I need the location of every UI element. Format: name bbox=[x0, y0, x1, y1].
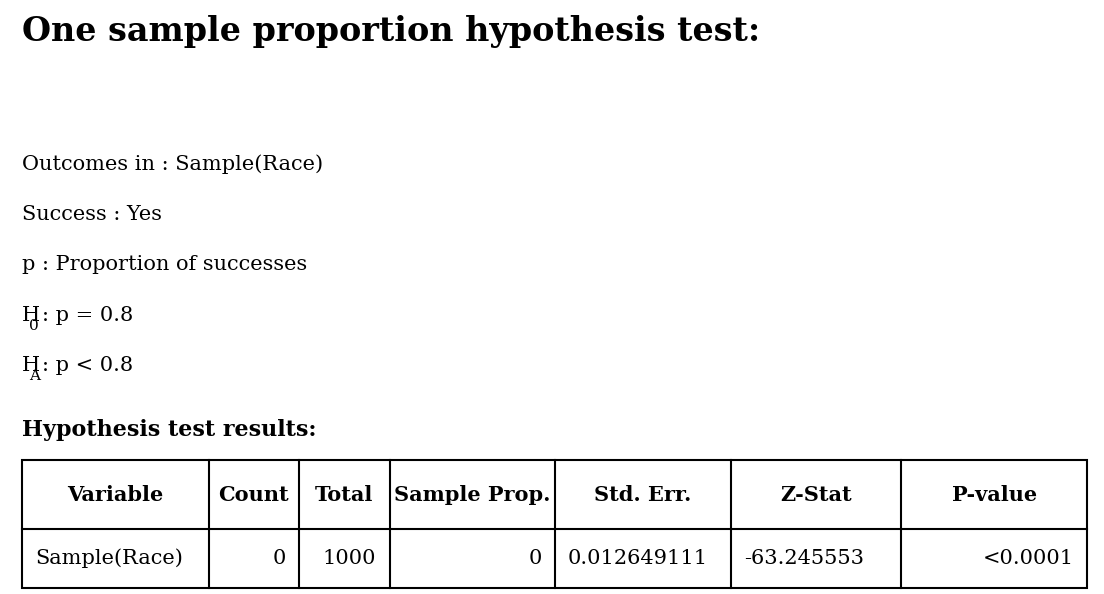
Text: Hypothesis test results:: Hypothesis test results: bbox=[22, 419, 317, 441]
Text: 0.012649111: 0.012649111 bbox=[567, 549, 708, 568]
Text: Count: Count bbox=[219, 485, 289, 504]
Text: Success : Yes: Success : Yes bbox=[22, 205, 162, 224]
Text: Total: Total bbox=[315, 485, 373, 504]
Bar bbox=[22, 460, 1087, 588]
Text: <0.0001: <0.0001 bbox=[983, 549, 1074, 568]
Text: A: A bbox=[29, 369, 40, 384]
Text: 0: 0 bbox=[273, 549, 286, 568]
Text: H: H bbox=[22, 356, 40, 375]
Text: Sample(Race): Sample(Race) bbox=[35, 548, 183, 568]
Text: Outcomes in : Sample(Race): Outcomes in : Sample(Race) bbox=[22, 154, 323, 174]
Text: Z-Stat: Z-Stat bbox=[779, 485, 851, 504]
Text: H: H bbox=[22, 306, 40, 325]
Text: P-value: P-value bbox=[952, 485, 1037, 504]
Text: -63.245553: -63.245553 bbox=[744, 549, 863, 568]
Text: 0: 0 bbox=[528, 549, 541, 568]
Text: Variable: Variable bbox=[67, 485, 163, 504]
Text: 1000: 1000 bbox=[322, 549, 376, 568]
Text: : p < 0.8: : p < 0.8 bbox=[42, 356, 134, 375]
Text: 0: 0 bbox=[29, 319, 39, 333]
Text: One sample proportion hypothesis test:: One sample proportion hypothesis test: bbox=[22, 15, 761, 48]
Text: p : Proportion of successes: p : Proportion of successes bbox=[22, 255, 307, 274]
Text: Std. Err.: Std. Err. bbox=[594, 485, 691, 504]
Text: : p = 0.8: : p = 0.8 bbox=[42, 306, 134, 325]
Text: Sample Prop.: Sample Prop. bbox=[394, 485, 551, 504]
